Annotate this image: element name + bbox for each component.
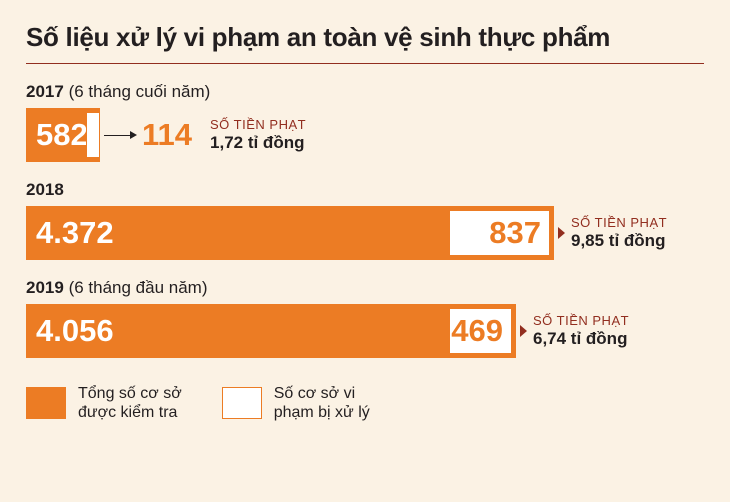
inspected-value: 4.372 bbox=[36, 215, 114, 251]
violated-value: 114 bbox=[142, 117, 192, 153]
bar-row-2018: 4.372 837 SỐ TIỀN PHẠT 9,85 tỉ đồng bbox=[26, 206, 704, 260]
legend-item-inspected: Tổng số cơ sở được kiểm tra bbox=[26, 384, 182, 422]
arrow-line bbox=[104, 135, 130, 136]
legend-text: Tổng số cơ sở được kiểm tra bbox=[78, 384, 182, 422]
fine-block: SỐ TIỀN PHẠT 9,85 tỉ đồng bbox=[571, 216, 667, 250]
legend-text: Số cơ sở vi phạm bị xử lý bbox=[274, 384, 370, 422]
bar-row-2019: 4.056 469 SỐ TIỀN PHẠT 6,74 tỉ đồng bbox=[26, 304, 704, 358]
fine-block: SỐ TIỀN PHẠT 1,72 tỉ đồng bbox=[210, 118, 306, 152]
fine-value: 1,72 tỉ đồng bbox=[210, 133, 306, 153]
legend-item-violated: Số cơ sở vi phạm bị xử lý bbox=[222, 384, 370, 422]
fine-value: 9,85 tỉ đồng bbox=[571, 231, 667, 251]
legend-swatch-filled bbox=[26, 387, 66, 419]
bar-wrap: 582 bbox=[26, 108, 100, 162]
bar-inspected: 4.056 bbox=[26, 304, 516, 358]
year-label-2018: 2018 bbox=[26, 180, 704, 200]
fine-block: SỐ TIỀN PHẠT 6,74 tỉ đồng bbox=[533, 314, 629, 348]
chevron-right-icon bbox=[520, 325, 527, 337]
fine-label: SỐ TIỀN PHẠT bbox=[533, 314, 629, 329]
bar-violated bbox=[86, 112, 100, 158]
fine-label: SỐ TIỀN PHẠT bbox=[210, 118, 306, 133]
bar-wrap: 4.372 837 bbox=[26, 206, 554, 260]
chevron-right-icon bbox=[558, 227, 565, 239]
fine-label: SỐ TIỀN PHẠT bbox=[571, 216, 667, 231]
year-label-2017: 2017 (6 tháng cuối năm) bbox=[26, 82, 704, 102]
inspected-value: 582 bbox=[36, 117, 88, 153]
legend-swatch-outline bbox=[222, 387, 262, 419]
year-note: (6 tháng cuối năm) bbox=[69, 82, 211, 101]
year-value: 2017 bbox=[26, 82, 64, 101]
year-note: (6 tháng đầu năm) bbox=[69, 278, 208, 297]
legend: Tổng số cơ sở được kiểm tra Số cơ sở vi … bbox=[26, 384, 704, 422]
arrow-head-icon bbox=[130, 131, 137, 139]
bar-violated: 469 bbox=[449, 308, 512, 354]
year-value: 2019 bbox=[26, 278, 64, 297]
year-label-2019: 2019 (6 tháng đầu năm) bbox=[26, 278, 704, 298]
violated-value: 469 bbox=[451, 313, 503, 349]
chart-title: Số liệu xử lý vi phạm an toàn vệ sinh th… bbox=[26, 22, 704, 64]
violated-value: 837 bbox=[489, 215, 541, 251]
bar-row-2017: 582 114 SỐ TIỀN PHẠT 1,72 tỉ đồng bbox=[26, 108, 704, 162]
inspected-value: 4.056 bbox=[36, 313, 114, 349]
bar-wrap: 4.056 469 bbox=[26, 304, 516, 358]
fine-value: 6,74 tỉ đồng bbox=[533, 329, 629, 349]
bar-violated: 837 bbox=[449, 210, 550, 256]
year-value: 2018 bbox=[26, 180, 64, 199]
